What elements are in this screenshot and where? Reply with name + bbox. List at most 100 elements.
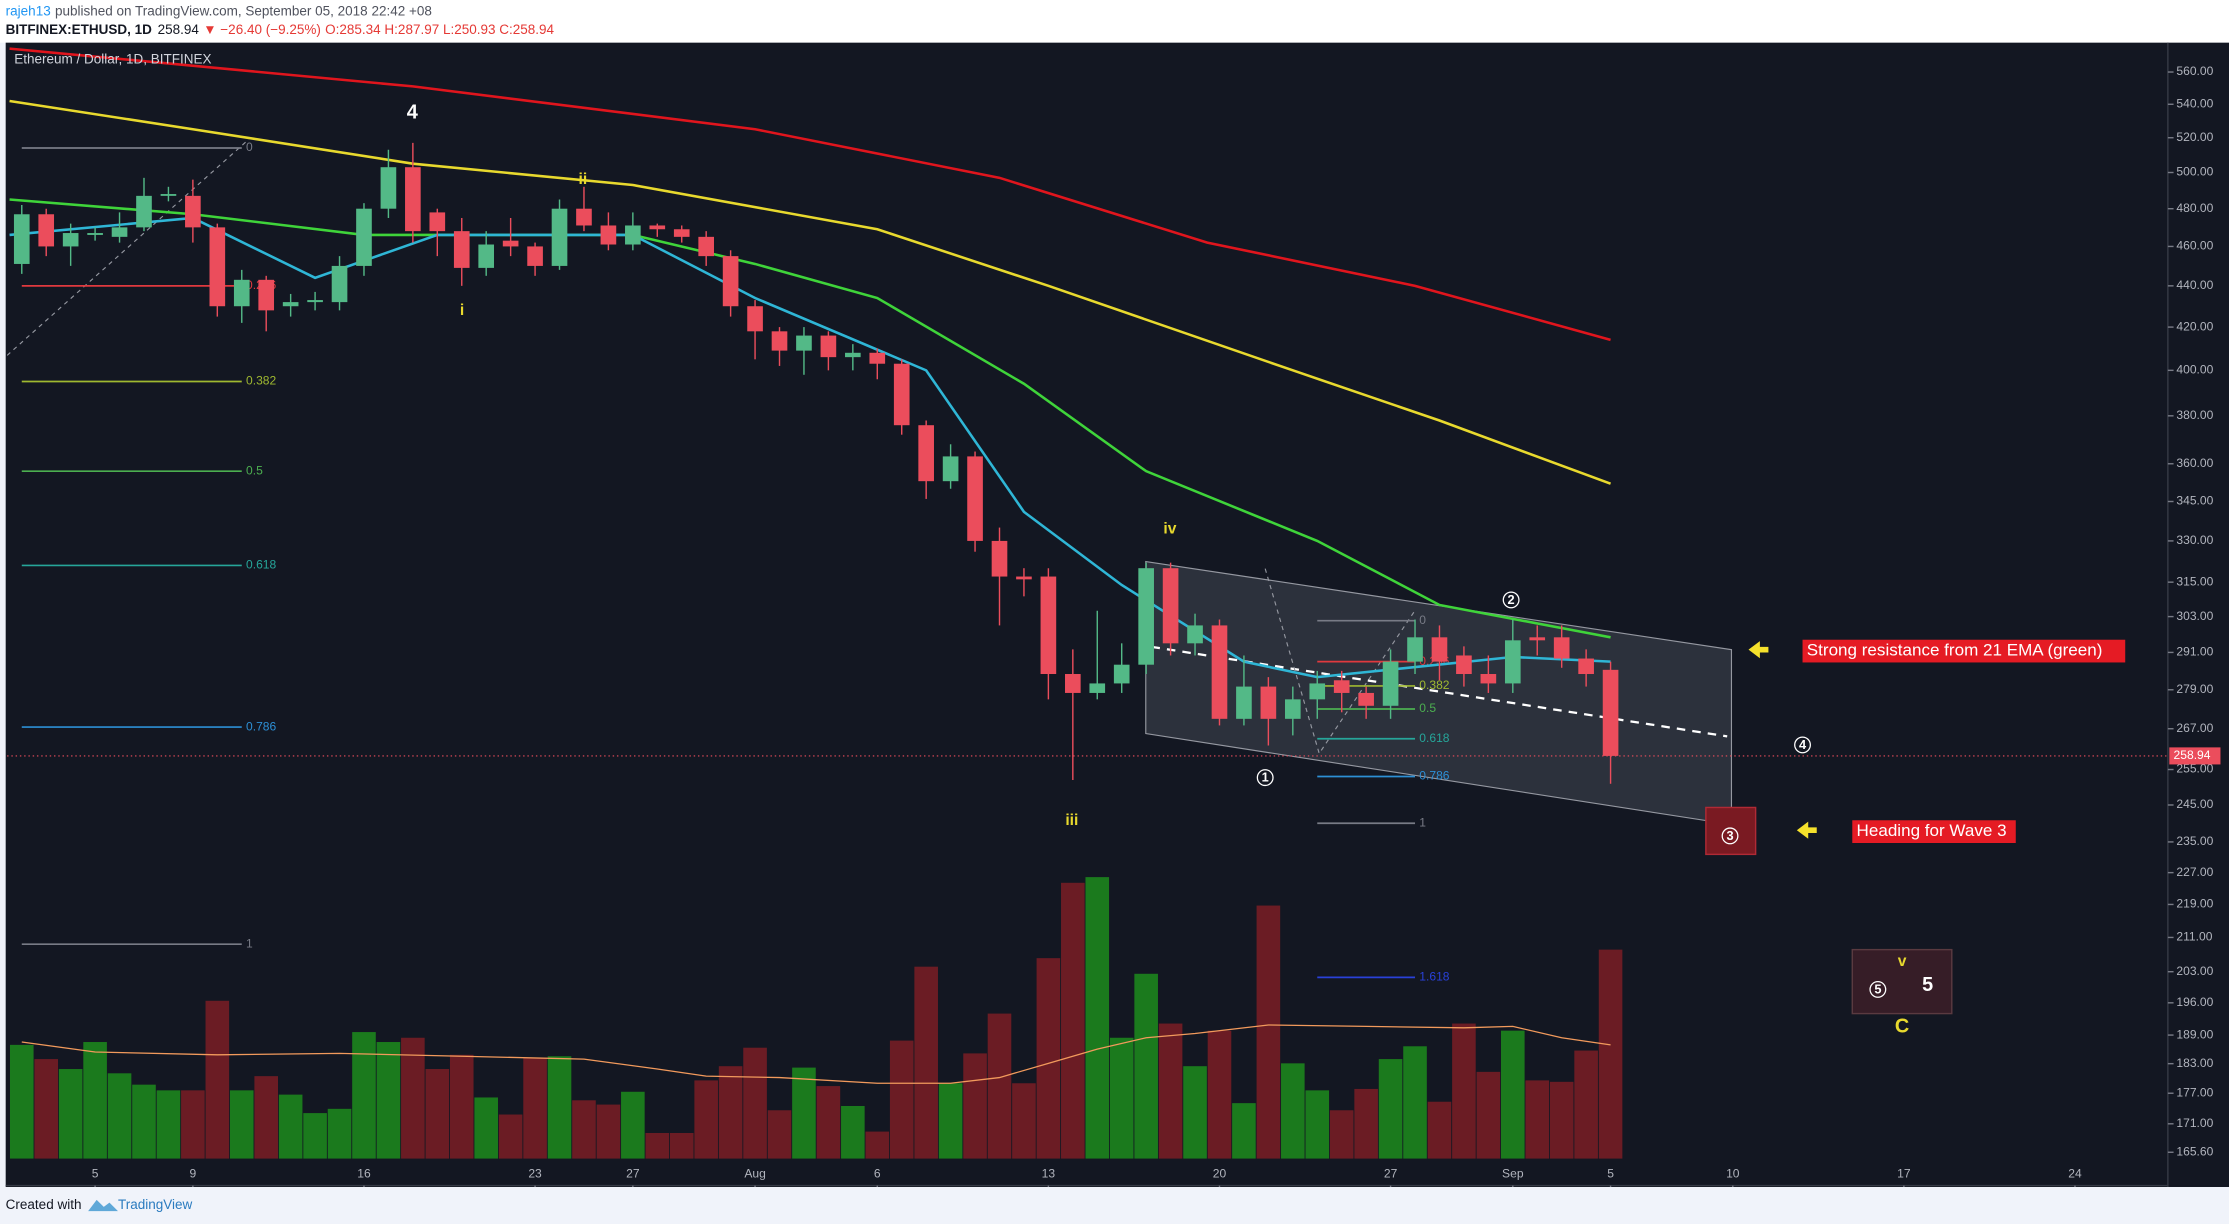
y-tick-label: 219.00	[2176, 897, 2213, 911]
candle-body	[429, 212, 446, 232]
volume-bar	[181, 1090, 205, 1159]
candle-body	[1333, 680, 1350, 693]
volume-bar	[963, 1053, 987, 1159]
volume-bar	[1598, 949, 1623, 1159]
candle-body	[331, 265, 348, 303]
change: ▼ −26.40 (−9.25%)	[203, 21, 321, 36]
candle-body	[1553, 637, 1570, 659]
volume-bar	[156, 1090, 181, 1159]
y-tick-label: 211.00	[2176, 930, 2212, 944]
candle-body	[967, 456, 983, 541]
fib-label: 1	[1419, 815, 1426, 829]
y-tick-label: 440.00	[2176, 278, 2213, 292]
fib-base-line	[7, 138, 250, 356]
wave-label: 2	[1508, 592, 1515, 607]
candle-body	[478, 244, 495, 268]
volume-bar	[1256, 905, 1281, 1159]
volume-bar	[1232, 1103, 1256, 1159]
y-tick-label: 245.00	[2176, 797, 2213, 811]
candle-body	[649, 225, 666, 230]
x-tick-label: Sep	[1502, 1166, 1524, 1180]
wave-label: v	[1898, 953, 1907, 970]
candle-body	[356, 208, 372, 266]
volume-bar	[1012, 1083, 1036, 1159]
last-price-label: 258.94	[2174, 748, 2211, 762]
candle-body	[282, 302, 299, 307]
candle-body	[1236, 686, 1252, 719]
y-tick-label: 420.00	[2176, 319, 2213, 333]
candle-body	[673, 229, 690, 237]
wave-label: 4	[407, 101, 418, 123]
x-tick-label: 6	[874, 1166, 881, 1180]
candle-body	[185, 195, 201, 228]
candle-body	[991, 540, 1008, 577]
wave-label: 3	[1726, 828, 1733, 843]
volume-bar	[1549, 1081, 1574, 1159]
candle-body	[1309, 683, 1326, 700]
y-tick-label: 165.60	[2176, 1144, 2213, 1158]
target-box	[1705, 806, 1757, 856]
volume-bar	[572, 1100, 596, 1159]
candle-body	[1407, 637, 1423, 662]
candle-body	[1284, 699, 1301, 719]
volume-bar	[1354, 1088, 1378, 1159]
y-tick-label: 267.00	[2176, 721, 2213, 735]
last-price-box	[2169, 747, 2221, 765]
y-tick-label: 560.00	[2176, 64, 2213, 78]
ma-line	[9, 99, 1612, 485]
candle-body	[1529, 637, 1546, 641]
candle-body	[722, 256, 739, 307]
volume-bar	[841, 1105, 865, 1159]
y-tick-label: 345.00	[2176, 494, 2213, 508]
volume-bar	[352, 1032, 376, 1159]
candle-body	[771, 331, 788, 351]
volume-bar	[792, 1067, 816, 1159]
candle-body	[893, 363, 910, 426]
fib-label: 0	[246, 140, 253, 154]
volume-bar	[816, 1086, 841, 1159]
volume-bar	[743, 1047, 767, 1159]
y-tick-label: 189.00	[2176, 1027, 2213, 1041]
wave-box	[1851, 948, 1953, 1015]
candle-body	[307, 300, 323, 303]
volume-bar	[1525, 1080, 1550, 1159]
x-tick-label: 17	[1897, 1166, 1911, 1180]
wave-label: iii	[1065, 812, 1078, 829]
candle-body	[1456, 655, 1472, 675]
volume-ma-line	[21, 1024, 1611, 1084]
candle-body	[1480, 674, 1497, 684]
candle-body	[38, 214, 55, 247]
wave-label: 1	[1262, 770, 1269, 785]
y-tick-label: 360.00	[2176, 456, 2213, 470]
volume-bar	[1061, 882, 1085, 1159]
callout-text: Heading for Wave 3	[1857, 821, 2007, 840]
candle-body	[747, 306, 763, 332]
volume-bar	[1158, 1023, 1183, 1159]
x-tick-label: 5	[1607, 1166, 1614, 1180]
y-tick-label: 235.00	[2176, 834, 2213, 848]
footer-text: Created with	[6, 1197, 82, 1212]
candle-body	[918, 425, 934, 482]
arrow	[1796, 821, 1817, 839]
wave-label: iv	[1163, 521, 1176, 538]
volume-bar	[1305, 1090, 1330, 1159]
fib-label: 0.382	[246, 374, 277, 388]
fib-label: 1.618	[1419, 970, 1450, 984]
candle-body	[233, 279, 250, 307]
wave-circle	[1721, 827, 1739, 845]
y-tick-label: 400.00	[2176, 363, 2213, 377]
fib-label: 1	[246, 936, 253, 950]
candle-body	[1187, 625, 1203, 644]
y-tick-label: 540.00	[2176, 96, 2213, 110]
volume-bar	[1574, 1050, 1598, 1159]
volume-bar	[132, 1084, 156, 1159]
callout-bg	[1802, 639, 2126, 663]
volume-bar	[889, 1040, 914, 1159]
volume-bar	[547, 1056, 572, 1159]
candle-body	[576, 208, 592, 226]
volume-bar	[254, 1076, 279, 1159]
candle-body	[845, 352, 861, 358]
candle-body	[1211, 625, 1228, 719]
volume-bar	[767, 1110, 792, 1159]
volume-bar	[83, 1042, 107, 1159]
